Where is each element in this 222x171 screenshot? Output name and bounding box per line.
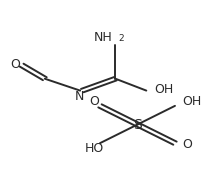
Text: S: S xyxy=(133,117,142,131)
Text: O: O xyxy=(10,58,20,71)
Text: OH: OH xyxy=(183,95,202,108)
Text: N: N xyxy=(74,90,84,103)
Text: O: O xyxy=(183,137,192,150)
Text: OH: OH xyxy=(154,83,173,96)
Text: 2: 2 xyxy=(118,34,124,43)
Text: O: O xyxy=(89,95,99,108)
Text: NH: NH xyxy=(94,31,113,44)
Text: HO: HO xyxy=(85,142,104,155)
